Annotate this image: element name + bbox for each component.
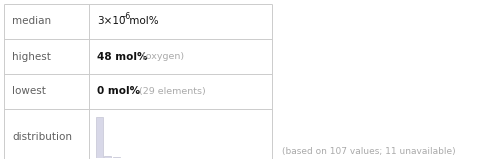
Text: −6: −6 bbox=[119, 12, 130, 21]
Text: (29 elements): (29 elements) bbox=[133, 87, 206, 96]
Text: 48 mol%: 48 mol% bbox=[97, 52, 148, 62]
Text: median: median bbox=[12, 17, 51, 27]
Text: (based on 107 values; 11 unavailable): (based on 107 values; 11 unavailable) bbox=[282, 147, 456, 156]
Text: lowest: lowest bbox=[12, 86, 46, 97]
Text: distribution: distribution bbox=[12, 131, 72, 142]
Text: 3×10: 3×10 bbox=[97, 17, 126, 27]
Text: mol%: mol% bbox=[126, 17, 159, 27]
Bar bbox=[104, 156, 112, 158]
Bar bbox=[95, 117, 103, 158]
Bar bbox=[113, 157, 120, 158]
Text: 0 mol%: 0 mol% bbox=[97, 86, 140, 97]
Text: highest: highest bbox=[12, 52, 51, 62]
Text: (oxygen): (oxygen) bbox=[139, 52, 184, 61]
